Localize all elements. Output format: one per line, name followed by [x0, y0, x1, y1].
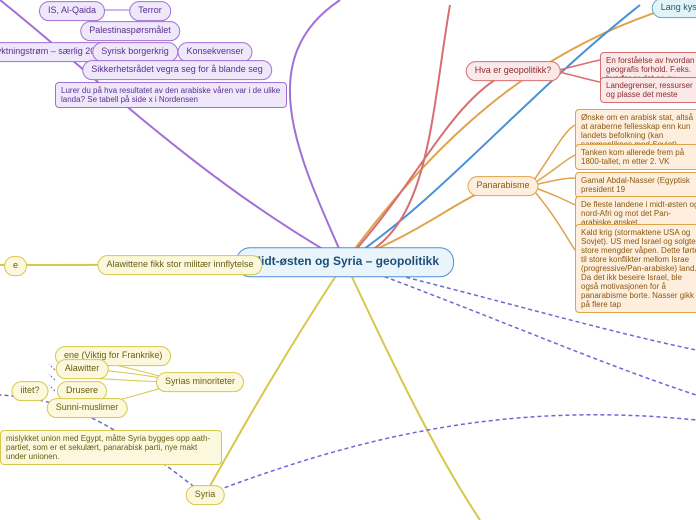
node-syria[interactable]: Syria	[186, 485, 225, 505]
note-pan-5: Kald krig (stormaktene USA og Sovjet). U…	[575, 224, 696, 313]
note-pan-2: Tanken kom allerede frem på 1800-tallet,…	[575, 144, 696, 170]
node-m4[interactable]: Sunni-muslimer	[47, 398, 128, 418]
center-node[interactable]: Midt-østen og Syria – geopolitikk	[236, 247, 454, 277]
note-pan-3: Gamal Abdal-Nasser (Egyptisk president 1…	[575, 172, 696, 198]
node-borgerkrig[interactable]: Syrisk borgerkrig	[92, 42, 178, 62]
node-geopolitikk[interactable]: Hva er geopolitikk?	[466, 61, 561, 81]
node-m2[interactable]: Alawitter	[56, 359, 109, 379]
node-palestina[interactable]: Palestinaspørsmålet	[80, 21, 180, 41]
note-lurer: Lurer du på hva resultatet av den arabis…	[55, 82, 287, 108]
node-alawitter[interactable]: Alawittene fikk stor militær innflytelse	[97, 255, 262, 275]
node-m5[interactable]: iitet?	[11, 381, 48, 401]
node-left-frag[interactable]: e	[4, 256, 27, 276]
node-panarabisme[interactable]: Panarabisme	[467, 176, 538, 196]
note-baath: mislykket union med Egypt, måtte Syria b…	[0, 430, 222, 465]
note-geo-2: Landegrenser, ressurser og plasse det me…	[600, 77, 696, 103]
node-lang-kyst[interactable]: Lang kyst	[652, 0, 696, 18]
node-sikkerhet[interactable]: Sikkerhetsrådet vegra seg for å blande s…	[82, 60, 272, 80]
node-terror[interactable]: Terror	[129, 1, 171, 21]
node-konsekvenser[interactable]: Konsekvenser	[177, 42, 252, 62]
node-is[interactable]: IS, Al-Qaida	[39, 1, 105, 21]
node-minoriteter[interactable]: Syrias minoriteter	[156, 372, 244, 392]
